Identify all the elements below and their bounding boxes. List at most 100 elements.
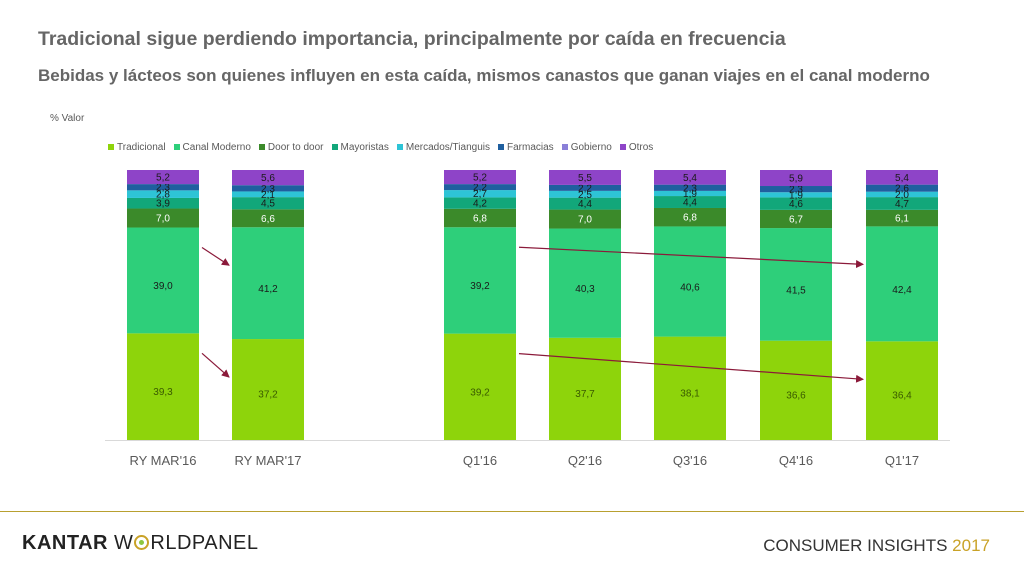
legend-item-gobierno: Gobierno bbox=[561, 142, 612, 153]
chart-legend: Tradicional Canal Moderno Door to door Mayo… bbox=[108, 139, 653, 155]
data-label: 2,3 bbox=[789, 185, 803, 196]
bar-segment-otros bbox=[232, 170, 304, 186]
data-label: 2,0 bbox=[895, 190, 909, 201]
bar-segment-door-to-door bbox=[549, 209, 621, 229]
data-label: 36,4 bbox=[892, 391, 912, 402]
legend-swatch bbox=[498, 144, 504, 150]
bar-segment-otros bbox=[444, 170, 516, 185]
bar-segment-mayoristas bbox=[760, 197, 832, 210]
bar-segment-door-to-door bbox=[127, 208, 199, 228]
data-label: 40,3 bbox=[575, 284, 595, 295]
data-label: 41,5 bbox=[786, 285, 806, 296]
data-label: 2,2 bbox=[473, 183, 487, 194]
data-label: 2,3 bbox=[261, 184, 275, 195]
data-label: 2,6 bbox=[895, 184, 909, 195]
legend-item-mercados-tianguis: Mercados/Tianguis bbox=[396, 141, 490, 153]
data-label: 4,6 bbox=[789, 199, 803, 210]
bar-segment-canal-moderno bbox=[444, 227, 516, 334]
bar-segment-canal-moderno bbox=[549, 228, 621, 338]
legend-label: Mercados/Tianguis bbox=[405, 141, 490, 153]
legend-swatch bbox=[561, 144, 568, 150]
data-label: 6,6 bbox=[261, 214, 275, 225]
bar-segment-farmacias bbox=[232, 185, 304, 192]
bar-segment-tradicional bbox=[232, 339, 304, 440]
data-label: 3,9 bbox=[156, 199, 170, 210]
bar-segment-tradicional bbox=[654, 336, 726, 440]
data-label: 5,5 bbox=[578, 173, 592, 184]
bar-segment-canal-moderno bbox=[654, 226, 726, 337]
legend-item-mayoristas: Mayoristas bbox=[331, 141, 389, 153]
footer-divider bbox=[0, 511, 1024, 512]
bar-segment-tradicional bbox=[760, 340, 832, 440]
data-label: 38,1 bbox=[680, 389, 700, 400]
bar-segment-tradicional bbox=[549, 337, 621, 440]
insights-text: CONSUMER INSIGHTS bbox=[763, 536, 948, 555]
bar-segment-otros bbox=[549, 170, 621, 185]
bar-segment-door-to-door bbox=[654, 207, 726, 227]
x-tick-label: Q2'16 bbox=[568, 453, 602, 468]
data-label: 39,0 bbox=[153, 281, 173, 292]
bar-segment-mayoristas bbox=[444, 197, 516, 209]
data-label: 5,4 bbox=[683, 173, 697, 184]
bar-segment-farmacias bbox=[127, 184, 199, 191]
x-tick-label: Q3'16 bbox=[673, 453, 707, 468]
data-label: 2,3 bbox=[156, 183, 170, 194]
bar-segment-otros bbox=[760, 170, 832, 187]
page-title: Tradicional sigue perdiendo importancia,… bbox=[38, 28, 786, 50]
bar-segment-mercados-tianguis bbox=[866, 191, 938, 198]
bar-segment-mercados-tianguis bbox=[444, 190, 516, 198]
data-label: 6,7 bbox=[789, 214, 803, 225]
x-tick-label: Q1'16 bbox=[463, 453, 497, 468]
legend-label: Mayoristas bbox=[340, 141, 389, 153]
legend-swatch bbox=[619, 144, 626, 150]
data-label: 6,8 bbox=[683, 213, 697, 224]
data-label: 36,6 bbox=[786, 390, 806, 401]
bar-segment-mayoristas bbox=[549, 197, 621, 210]
bar-segment-door-to-door bbox=[866, 209, 938, 227]
data-label: 2,3 bbox=[683, 183, 697, 194]
bar-segment-door-to-door bbox=[760, 209, 832, 229]
bar-segment-farmacias bbox=[549, 184, 621, 191]
bar-segment-mercados-tianguis bbox=[760, 192, 832, 198]
legend-item-farmacias: Farmacias bbox=[498, 142, 554, 153]
legend-label: Canal Moderno bbox=[182, 141, 251, 153]
bar-segment-farmacias bbox=[866, 184, 938, 192]
legend-label: Otros bbox=[628, 141, 654, 153]
brand-kantar: KANTAR bbox=[22, 532, 108, 554]
trend-arrow bbox=[518, 246, 864, 269]
legend-swatch bbox=[173, 144, 180, 150]
data-label: 39,2 bbox=[470, 387, 490, 398]
bar-segment-canal-moderno bbox=[760, 228, 832, 341]
legend-swatch bbox=[396, 144, 403, 150]
data-label: 7,0 bbox=[578, 215, 592, 226]
data-label: 7,0 bbox=[156, 214, 170, 225]
data-label: 2,8 bbox=[156, 190, 170, 201]
data-label: 1,9 bbox=[789, 190, 803, 201]
bar-segment-farmacias bbox=[654, 184, 726, 191]
brand-rldpanel: RLDPANEL bbox=[150, 532, 259, 554]
bar-segment-mercados-tianguis bbox=[232, 191, 304, 198]
data-label: 6,1 bbox=[895, 214, 909, 225]
data-label: 4,4 bbox=[578, 199, 592, 210]
data-label: 6,8 bbox=[473, 214, 487, 225]
data-label: 2,7 bbox=[473, 189, 487, 200]
consumer-insights-label: CONSUMER INSIGHTS 2017 bbox=[763, 536, 990, 556]
data-label: 37,7 bbox=[575, 389, 595, 400]
x-tick-label: RY MAR'16 bbox=[129, 453, 196, 468]
data-label: 4,5 bbox=[261, 199, 275, 210]
trend-arrow bbox=[201, 247, 230, 266]
legend-label: Tradicional bbox=[117, 141, 166, 153]
data-label: 5,9 bbox=[789, 174, 803, 185]
data-label: 2,1 bbox=[261, 190, 275, 201]
legend-swatch bbox=[331, 144, 338, 150]
data-label: 37,2 bbox=[258, 390, 278, 401]
legend-item-canal-moderno: Canal Moderno bbox=[173, 141, 251, 153]
legend-swatch bbox=[258, 144, 265, 150]
x-tick-label: Q4'16 bbox=[779, 453, 813, 468]
data-label: 40,6 bbox=[680, 282, 700, 293]
data-label: 5,2 bbox=[156, 173, 170, 184]
data-label: 39,3 bbox=[153, 387, 173, 398]
data-label: 5,2 bbox=[473, 173, 487, 184]
x-tick-label: Q1'17 bbox=[885, 453, 919, 468]
bar-segment-mercados-tianguis bbox=[654, 190, 726, 197]
